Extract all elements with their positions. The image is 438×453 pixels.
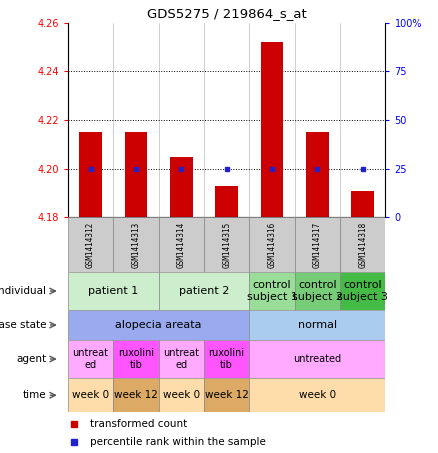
Bar	[68, 378, 113, 412]
Bar	[249, 310, 385, 340]
Bar	[306, 132, 329, 217]
Bar	[159, 217, 204, 272]
Text: GSM1414312: GSM1414312	[86, 222, 95, 268]
Text: alopecia areata: alopecia areata	[115, 320, 202, 330]
Text: GSM1414318: GSM1414318	[358, 222, 367, 268]
Text: untreated: untreated	[293, 354, 342, 364]
Text: patient 1: patient 1	[88, 286, 138, 296]
Text: disease state: disease state	[0, 320, 46, 330]
Bar	[249, 217, 295, 272]
Text: GSM1414315: GSM1414315	[222, 222, 231, 268]
Bar	[113, 217, 159, 272]
Text: ruxolini
tib: ruxolini tib	[118, 348, 154, 370]
Text: GSM1414313: GSM1414313	[131, 222, 141, 268]
Bar	[340, 217, 385, 272]
Bar	[113, 340, 159, 378]
Text: week 12: week 12	[205, 390, 249, 400]
Text: control
subject 2: control subject 2	[292, 280, 343, 302]
Bar	[204, 217, 249, 272]
Text: control
subject 1: control subject 1	[247, 280, 297, 302]
Text: transformed count: transformed count	[90, 419, 187, 429]
Bar	[249, 378, 385, 412]
Bar	[68, 340, 113, 378]
Bar	[159, 272, 249, 310]
Text: agent: agent	[16, 354, 46, 364]
Bar	[68, 310, 249, 340]
Text: control
subject 3: control subject 3	[337, 280, 388, 302]
Bar	[351, 191, 374, 217]
Bar	[159, 340, 204, 378]
Bar	[159, 378, 204, 412]
Bar	[204, 378, 249, 412]
Bar	[249, 340, 385, 378]
Bar	[79, 132, 102, 217]
Bar	[340, 272, 385, 310]
Title: GDS5275 / 219864_s_at: GDS5275 / 219864_s_at	[147, 7, 307, 20]
Bar	[124, 132, 147, 217]
Bar	[261, 42, 283, 217]
Bar	[295, 272, 340, 310]
Text: GSM1414316: GSM1414316	[268, 222, 276, 268]
Bar	[249, 272, 295, 310]
Text: GSM1414314: GSM1414314	[177, 222, 186, 268]
Text: week 0: week 0	[299, 390, 336, 400]
Bar	[215, 186, 238, 217]
Bar	[68, 272, 159, 310]
Text: week 12: week 12	[114, 390, 158, 400]
Text: time: time	[22, 390, 46, 400]
Text: untreat
ed: untreat ed	[163, 348, 199, 370]
Bar	[68, 217, 113, 272]
Bar	[170, 157, 193, 217]
Text: untreat
ed: untreat ed	[73, 348, 109, 370]
Text: week 0: week 0	[163, 390, 200, 400]
Bar	[204, 340, 249, 378]
Text: percentile rank within the sample: percentile rank within the sample	[90, 437, 266, 447]
Bar	[113, 378, 159, 412]
Text: patient 2: patient 2	[179, 286, 229, 296]
Bar	[295, 217, 340, 272]
Text: individual: individual	[0, 286, 46, 296]
Text: week 0: week 0	[72, 390, 109, 400]
Text: ruxolini
tib: ruxolini tib	[208, 348, 245, 370]
Text: normal: normal	[298, 320, 337, 330]
Text: GSM1414317: GSM1414317	[313, 222, 322, 268]
